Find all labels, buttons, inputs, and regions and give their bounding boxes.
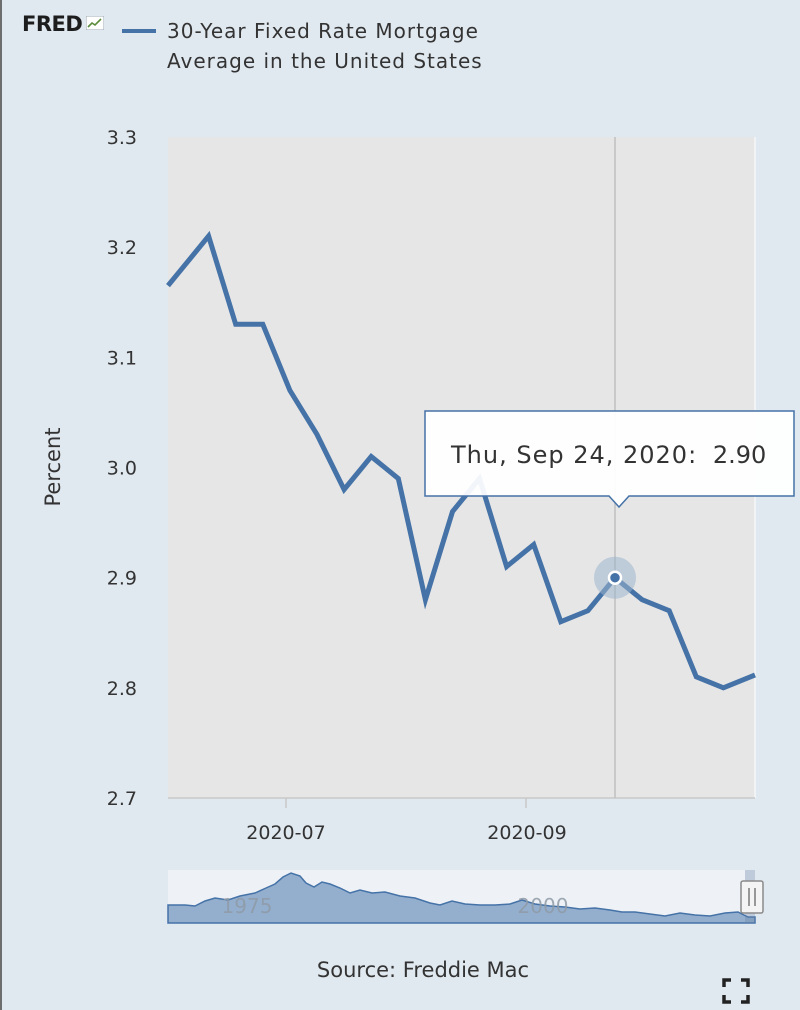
line-chart[interactable]: 3.3 3.2 3.1 3.0 2.9 2.8 2.7 Percent 2020-07 20… xyxy=(0,0,800,950)
navigator[interactable]: 1975 2000 xyxy=(167,870,764,924)
legend-swatch[interactable] xyxy=(122,29,156,33)
y-tick-label-5: 2.8 xyxy=(107,678,137,700)
tooltip-value: 2.90 xyxy=(713,441,766,469)
tooltip-date: Thu, Sep 24, 2020: xyxy=(450,441,697,469)
fullscreen-icon[interactable] xyxy=(722,978,750,1004)
fred-chart-icon xyxy=(86,16,104,30)
y-axis-label: Percent xyxy=(41,427,65,506)
tooltip-box xyxy=(424,410,795,509)
navigator-label-0: 1975 xyxy=(222,894,273,918)
tooltip: Thu, Sep 24, 2020: 2.90 xyxy=(424,410,795,509)
y-axis-ticks: 3.3 3.2 3.1 3.0 2.9 2.8 2.7 xyxy=(107,127,137,810)
fred-logo[interactable]: FRED xyxy=(22,12,83,36)
y-tick-label-4: 2.9 xyxy=(107,568,137,590)
hover-point[interactable] xyxy=(607,570,623,585)
y-tick-label-2: 3.1 xyxy=(107,347,137,369)
y-tick-label-1: 3.2 xyxy=(107,237,137,259)
navigator-label-1: 2000 xyxy=(518,894,569,918)
tooltip-text: Thu, Sep 24, 2020: 2.90 xyxy=(450,441,766,469)
x-tick-label-1: 2020-09 xyxy=(487,822,566,844)
source-note: Source: Freddie Mac xyxy=(316,958,530,982)
legend-label[interactable]: 30-Year Fixed Rate Mortgage Average in t… xyxy=(167,19,483,73)
y-tick-label-0: 3.3 xyxy=(107,127,137,149)
y-tick-label-6: 2.7 xyxy=(107,788,137,810)
navigator-area xyxy=(167,872,756,924)
y-tick-label-3: 3.0 xyxy=(107,458,137,480)
x-tick-label-0: 2020-07 xyxy=(246,822,325,844)
scroll-handle-icon[interactable] xyxy=(740,880,764,914)
